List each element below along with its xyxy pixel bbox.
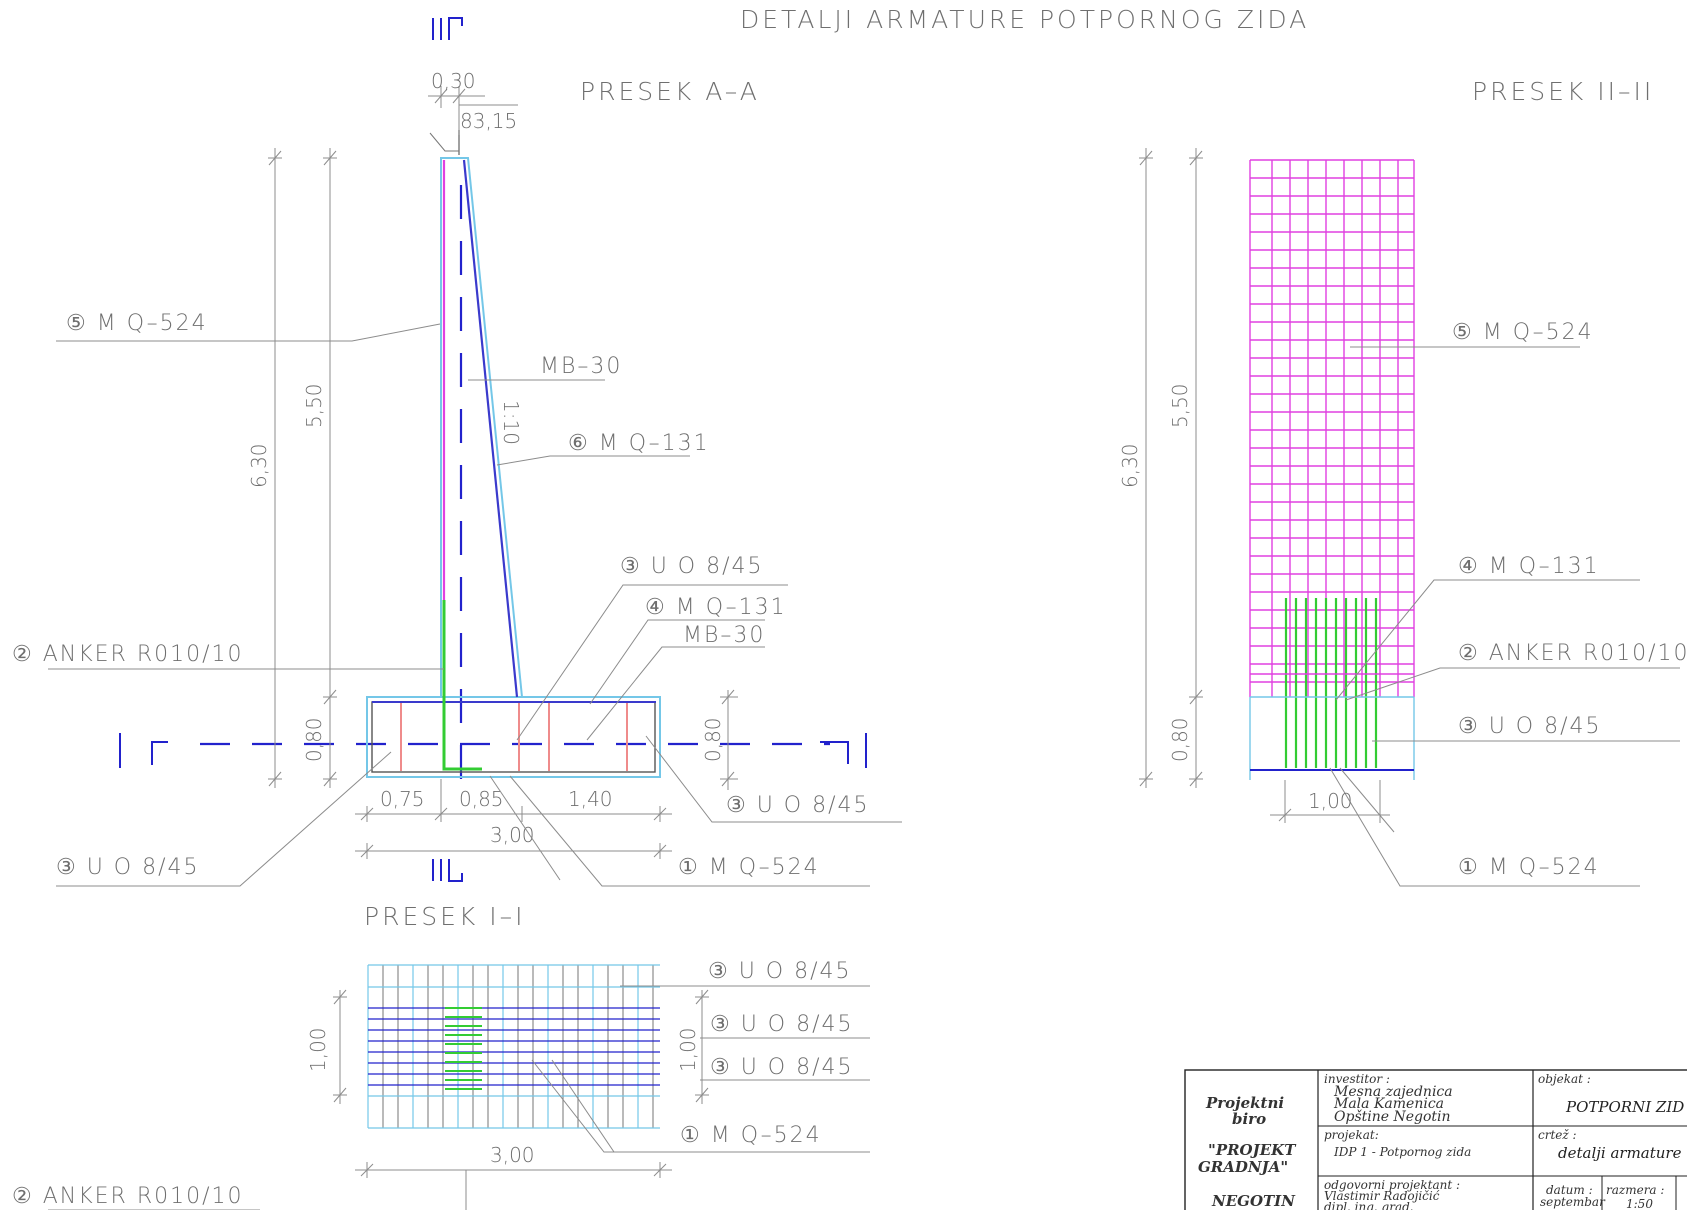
section-marker-top	[432, 17, 463, 40]
tb-firm-5: NEGOTIN	[1211, 1192, 1296, 1210]
dim-heel: 1,40	[568, 787, 613, 811]
section-ii-title: PRESEK II–II	[1472, 77, 1654, 106]
section-marker-bottom	[432, 859, 463, 882]
drawing-title: DETALJI ARMATURE POTPORNOG ZIDA	[740, 5, 1309, 34]
dim-width: 1,00	[1308, 789, 1353, 813]
dim-base-height: 0,80	[1168, 717, 1192, 762]
tb-firm-4: GRADNJA"	[1198, 1158, 1288, 1176]
dim-base-left: 0,80	[302, 717, 326, 762]
tb-responsible-label: odgovorni projektant :	[1324, 1178, 1460, 1192]
tb-firm-3: "PROJEKT	[1208, 1141, 1297, 1159]
tb-object-value: POTPORNI ZID	[1565, 1098, 1684, 1116]
tb-project-label: projekat:	[1324, 1128, 1379, 1142]
mesh-q131-back	[462, 159, 519, 698]
label-mesh: ① M Q–524	[680, 1123, 822, 1148]
title-block: Projektni biro "PROJEKT GRADNJA" NEGOTIN…	[1184, 1069, 1687, 1210]
dim-slope: 1:10	[499, 400, 523, 445]
dim-toe: 0,75	[380, 787, 425, 811]
label-anchor: ② ANKER R010/10	[1458, 641, 1687, 666]
label-mesh-base: ④ M Q–131	[1458, 554, 1600, 579]
tb-scale-value: 1:50	[1626, 1197, 1653, 1210]
label-mesh-back: ⑥ M Q–131	[568, 431, 710, 456]
tb-object-label: objekat :	[1538, 1072, 1591, 1086]
dim-height-right: 1,00	[676, 1027, 700, 1072]
label-stirrup-1: ③ U O 8/45	[708, 959, 852, 984]
dim-total-height: 6,30	[1118, 443, 1142, 488]
label-concrete-wall: MB–30	[540, 354, 622, 379]
dim-total-height: 6,30	[247, 443, 271, 488]
dim-stem: 0,85	[459, 787, 504, 811]
section-aa-title: PRESEK A–A	[580, 77, 760, 106]
dim-base-width: 3,00	[490, 823, 535, 847]
label-mesh-front: ⑤ M Q–524	[66, 311, 208, 336]
dim-base-right: 0,80	[701, 717, 725, 762]
tb-investor-label: investitor :	[1324, 1072, 1390, 1086]
label-mesh-front: ⑤ M Q–524	[1452, 320, 1594, 345]
dim-width: 3,00	[490, 1143, 535, 1167]
tb-responsible-title: dipl. ing. grad.	[1324, 1200, 1414, 1210]
tb-firm-2: biro	[1232, 1110, 1266, 1128]
section-marker-left	[119, 733, 168, 768]
section-marker-right	[820, 733, 867, 768]
label-concrete-base: MB–30	[683, 623, 765, 648]
anchor-bar	[442, 600, 482, 771]
tb-date-label: datum :	[1546, 1183, 1593, 1197]
section-ii: PRESEK II–II 6,30 5,50 0,80 1,00 ⑤ M Q–5…	[1118, 77, 1687, 887]
dim-angle: 83,15	[460, 109, 517, 133]
tb-investor-1: Mesna zajednica	[1333, 1084, 1453, 1100]
label-anchor: ② ANKER R010/10	[12, 642, 244, 667]
footing-concrete	[366, 696, 661, 778]
section-i-title: PRESEK I–I	[364, 902, 526, 931]
section-i: PRESEK I–I 1,00 1,00 3,00 ③ U O 8/45 ③ U…	[12, 902, 870, 1210]
tb-drawing-label: crtež :	[1538, 1128, 1577, 1142]
label-stirrup-top: ③ U O 8/45	[620, 554, 764, 579]
tb-scale-label: razmera :	[1606, 1183, 1664, 1197]
tb-project-value: IDP 1 - Potpornog zida	[1333, 1145, 1471, 1159]
dim-top-width: 0,30	[431, 69, 476, 93]
tb-firm-1: Projektni	[1205, 1094, 1284, 1112]
section-i-grid	[367, 964, 660, 1129]
dim-height-left: 1,00	[306, 1027, 330, 1072]
label-mesh-base: ④ M Q–131	[645, 595, 787, 620]
section-aa: PRESEK A–A	[12, 17, 902, 887]
label-mesh-bottom: ① M Q–524	[1458, 855, 1600, 880]
dim-wall-height: 5,50	[302, 383, 326, 428]
label-anchor: ② ANKER R010/10	[12, 1184, 244, 1209]
footing-stirrups	[400, 703, 628, 771]
label-stirrup-right: ③ U O 8/45	[726, 793, 870, 818]
label-stirrup-left: ③ U O 8/45	[56, 855, 200, 880]
dim-wall-height: 5,50	[1168, 383, 1192, 428]
tb-date-value: septembar	[1540, 1195, 1606, 1209]
label-mesh-bottom: ① M Q–524	[678, 855, 820, 880]
section-ii-grid	[1249, 159, 1415, 780]
label-stirrup: ③ U O 8/45	[1458, 714, 1602, 739]
label-stirrup-2: ③ U O 8/45	[710, 1012, 854, 1037]
tb-investor-2: Mala Kamenica	[1333, 1096, 1444, 1112]
tb-drawing-value: detalji armature	[1558, 1144, 1682, 1162]
tb-responsible-name: Vlastimir Radojičić	[1324, 1189, 1440, 1203]
tb-investor-3: Opštine Negotin	[1334, 1109, 1451, 1125]
label-stirrup-3: ③ U O 8/45	[710, 1055, 854, 1080]
